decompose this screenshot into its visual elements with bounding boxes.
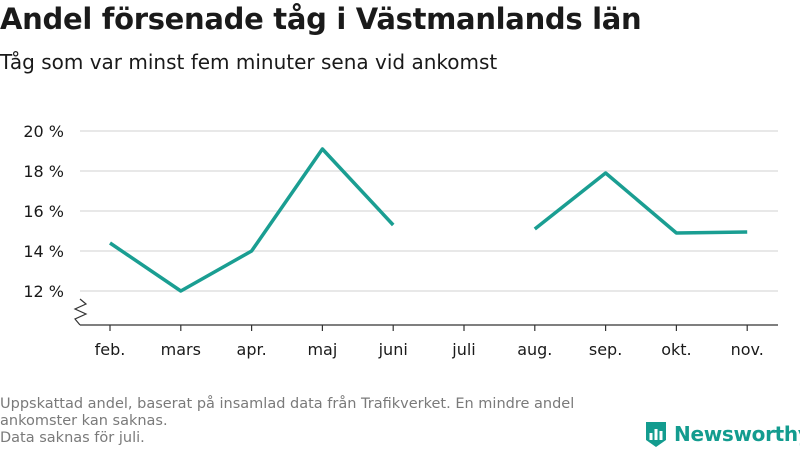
x-tick-label: sep. [589,340,622,359]
newsworthy-logo-icon [646,422,666,447]
x-tick-label: juni [378,340,408,359]
chart-title: Andel försenade tåg i Västmanlands län [0,2,642,36]
x-tick-label: aug. [517,340,552,359]
source-note-line: Uppskattad andel, baserat på insamlad da… [0,396,575,429]
x-tick-label: mars [161,340,201,359]
axis-break-marker [73,298,88,326]
y-tick-label: 20 % [23,122,64,141]
newsworthy-logo-text: Newsworthy [674,422,800,446]
chart-subtitle: Tåg som var minst fem minuter sena vid a… [0,50,498,74]
x-tick-label: feb. [95,340,126,359]
y-tick-label: 18 % [23,162,64,181]
newsworthy-logo: Newsworthy [644,420,800,448]
x-tick-label: okt. [661,340,691,359]
x-tick-label: maj [307,340,337,359]
series-line-segment [109,147,395,293]
y-tick-label: 14 % [23,242,64,261]
x-tick-label: juli [451,340,475,359]
x-tick-label: apr. [237,340,267,359]
y-tick-label: 16 % [23,202,64,221]
source-note-missing: Data saknas för juli. [0,430,145,446]
series-line-segment [533,171,748,235]
y-tick-label: 12 % [23,282,64,301]
source-note: Uppskattad andel, baserat på insamlad da… [0,396,630,447]
x-tick-label: nov. [731,340,764,359]
